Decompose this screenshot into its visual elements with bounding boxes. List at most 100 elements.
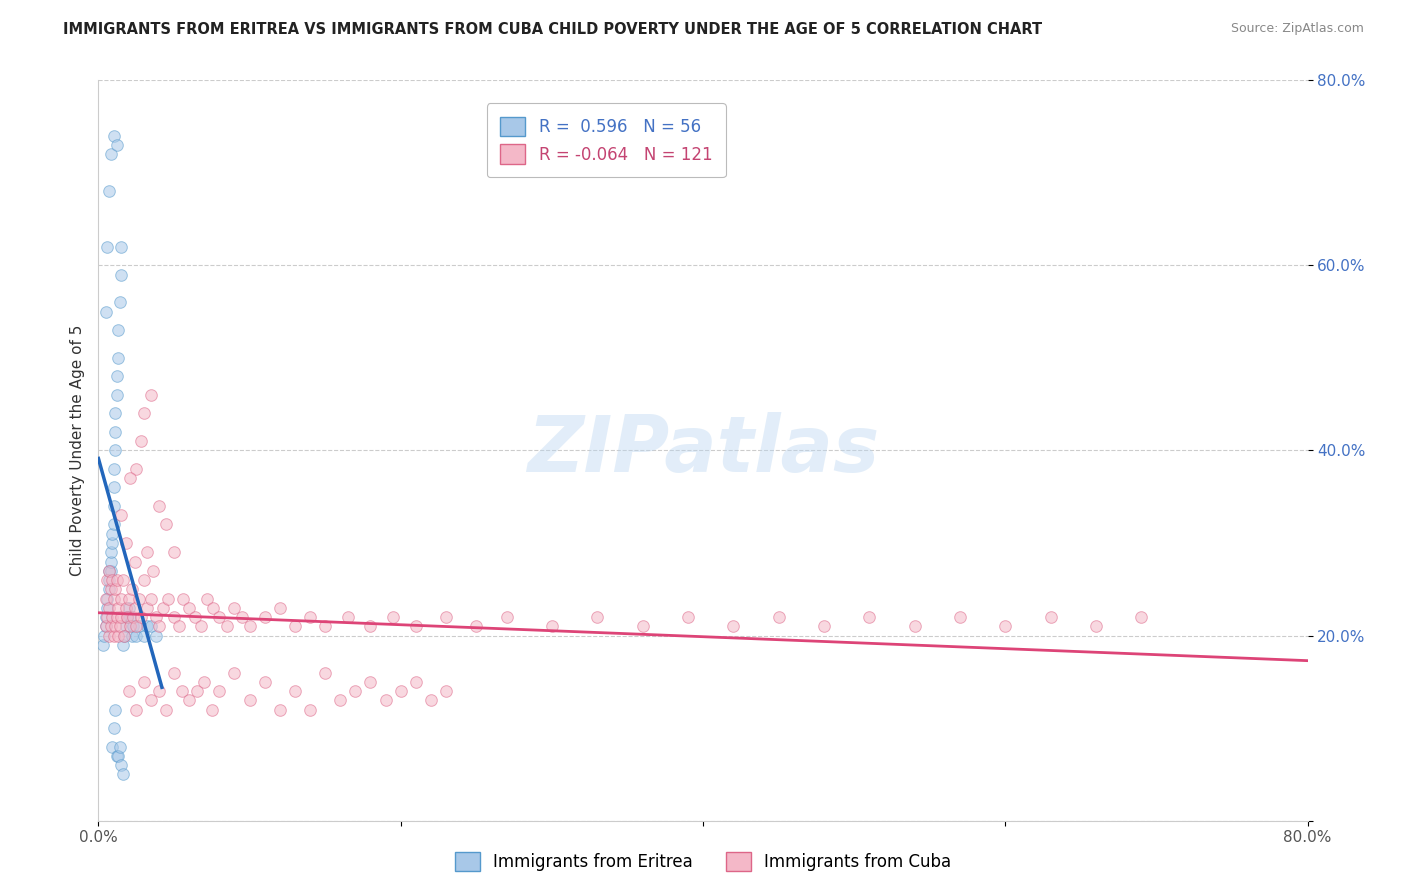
Point — [91, 638, 114, 652]
Point — [389, 684, 412, 698]
Point — [103, 721, 125, 735]
Point — [120, 619, 142, 633]
Point — [148, 684, 170, 698]
Point — [495, 610, 517, 624]
Point — [179, 693, 201, 707]
Point — [108, 739, 131, 754]
Point — [96, 240, 118, 254]
Point — [299, 703, 322, 717]
Point — [101, 610, 124, 624]
Point — [190, 619, 212, 633]
Point — [96, 591, 118, 606]
Point — [284, 619, 307, 633]
Point — [434, 610, 457, 624]
Point — [105, 573, 128, 587]
Point — [420, 693, 443, 707]
Point — [110, 508, 132, 523]
Point — [329, 693, 352, 707]
Point — [118, 684, 141, 698]
Point — [125, 462, 148, 476]
Point — [163, 665, 186, 680]
Point — [114, 619, 136, 633]
Point — [118, 600, 141, 615]
Point — [994, 619, 1017, 633]
Point — [224, 600, 246, 615]
Text: ZIPatlas: ZIPatlas — [527, 412, 879, 489]
Y-axis label: Child Poverty Under the Age of 5: Child Poverty Under the Age of 5 — [69, 325, 84, 576]
Point — [405, 674, 427, 689]
Point — [179, 600, 201, 615]
Point — [141, 619, 163, 633]
Point — [111, 638, 134, 652]
Point — [768, 610, 790, 624]
Point — [103, 591, 125, 606]
Point — [100, 554, 122, 569]
Point — [314, 619, 336, 633]
Point — [184, 610, 207, 624]
Point — [103, 517, 125, 532]
Point — [121, 628, 143, 642]
Point — [813, 619, 835, 633]
Point — [231, 610, 253, 624]
Legend: R =  0.596   N = 56, R = -0.064   N = 121: R = 0.596 N = 56, R = -0.064 N = 121 — [486, 103, 725, 177]
Point — [96, 610, 118, 624]
Point — [125, 628, 148, 642]
Point — [122, 619, 145, 633]
Point — [135, 619, 157, 633]
Point — [104, 443, 127, 458]
Point — [128, 591, 150, 606]
Point — [105, 610, 128, 624]
Point — [104, 425, 127, 439]
Point — [239, 693, 262, 707]
Point — [129, 434, 152, 449]
Point — [110, 591, 132, 606]
Point — [1039, 610, 1062, 624]
Point — [360, 619, 382, 633]
Point — [96, 573, 118, 587]
Point — [314, 665, 336, 680]
Point — [111, 767, 134, 781]
Point — [141, 388, 163, 402]
Point — [115, 610, 138, 624]
Point — [98, 582, 121, 597]
Point — [125, 619, 148, 633]
Point — [167, 619, 190, 633]
Point — [100, 147, 122, 161]
Point — [101, 536, 124, 550]
Point — [631, 619, 654, 633]
Point — [344, 684, 367, 698]
Point — [434, 684, 457, 698]
Point — [195, 591, 218, 606]
Point — [111, 573, 134, 587]
Point — [135, 545, 157, 559]
Point — [103, 128, 125, 143]
Point — [125, 703, 148, 717]
Point — [949, 610, 972, 624]
Point — [114, 600, 136, 615]
Point — [132, 628, 155, 642]
Point — [128, 619, 150, 633]
Point — [142, 564, 165, 578]
Point — [155, 703, 177, 717]
Point — [239, 619, 262, 633]
Point — [98, 628, 121, 642]
Point — [253, 674, 276, 689]
Point — [122, 610, 145, 624]
Point — [103, 499, 125, 513]
Point — [148, 619, 170, 633]
Point — [284, 684, 307, 698]
Point — [145, 628, 167, 642]
Point — [269, 600, 291, 615]
Point — [101, 739, 124, 754]
Legend: Immigrants from Eritrea, Immigrants from Cuba: Immigrants from Eritrea, Immigrants from… — [446, 843, 960, 880]
Point — [100, 545, 122, 559]
Point — [132, 674, 155, 689]
Point — [105, 138, 128, 153]
Point — [155, 517, 177, 532]
Point — [105, 748, 128, 763]
Point — [193, 674, 215, 689]
Point — [107, 600, 129, 615]
Point — [110, 610, 132, 624]
Point — [208, 684, 231, 698]
Point — [120, 471, 142, 485]
